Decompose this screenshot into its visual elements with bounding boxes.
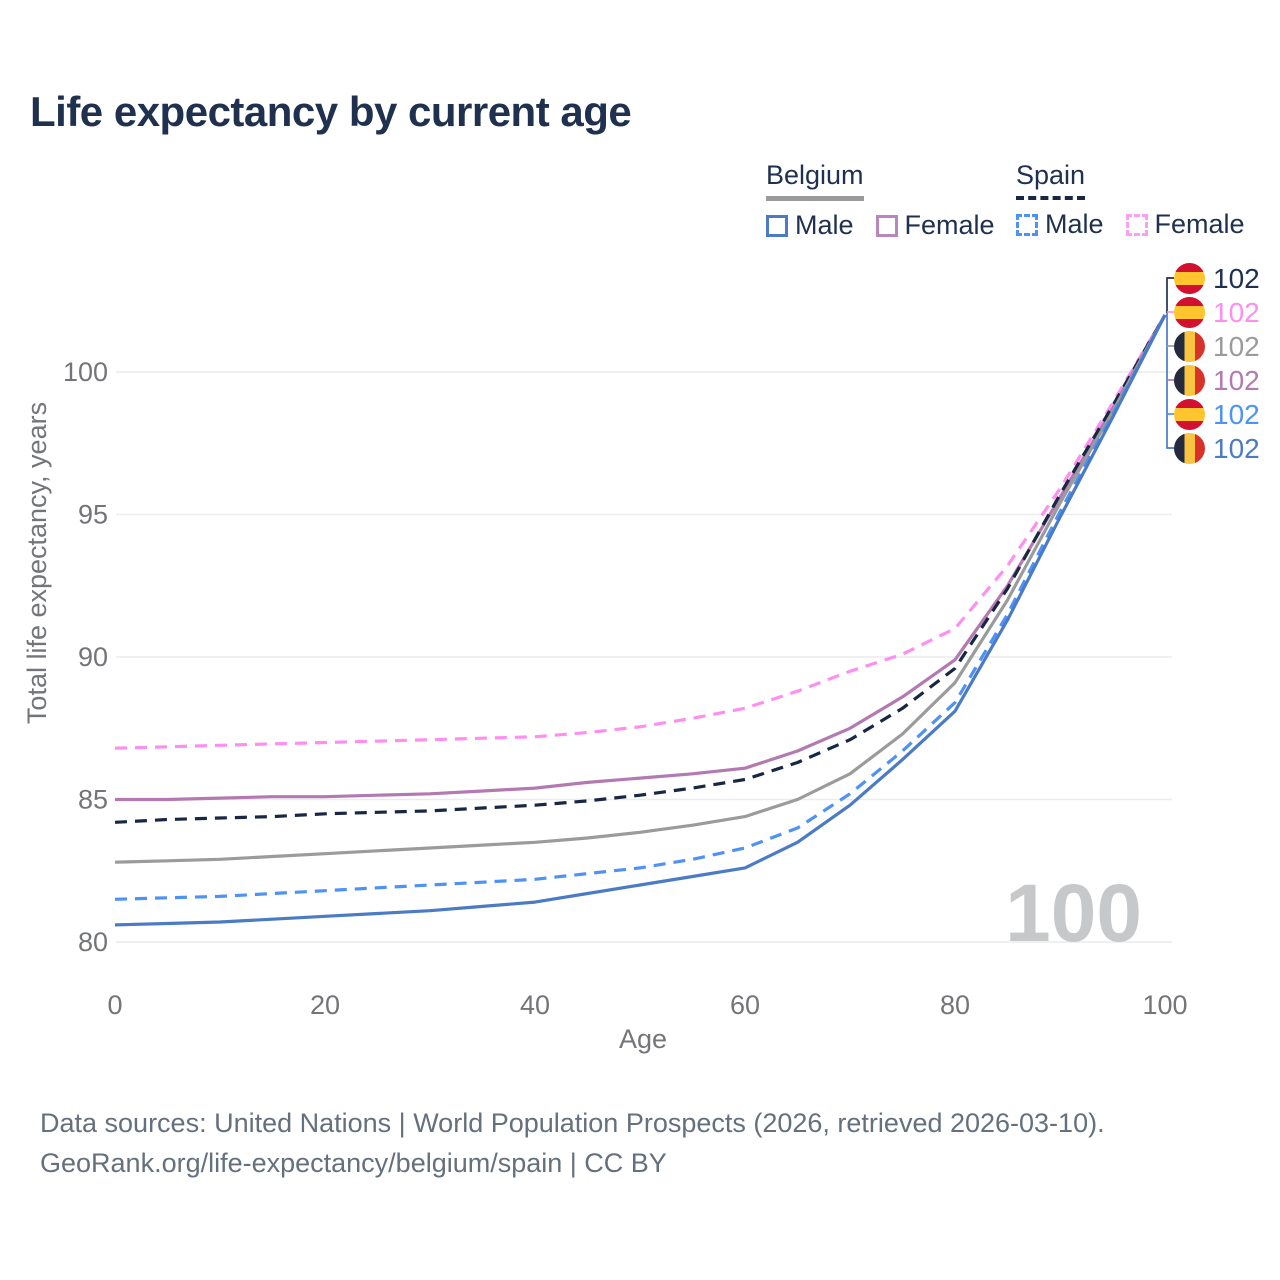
legend-entry-label: Female (1154, 209, 1245, 239)
end-label-value: 102 (1213, 262, 1260, 294)
series-line-belgium (114, 314, 1167, 864)
legend-entry-label: Male (1045, 209, 1104, 239)
page-title: Life expectancy by current age (30, 88, 632, 135)
x-tick-0: 0 (107, 990, 122, 1020)
leader-spine-top (1166, 277, 1174, 313)
belgium-flag-icon (1174, 330, 1205, 362)
series-line-belgium-male (114, 314, 1167, 927)
x-axis-tick-labels: 0 20 40 60 80 100 (107, 990, 1187, 1020)
legend-entry-spain-male[interactable]: Male (1016, 209, 1104, 240)
spain-female-swatch-icon (1125, 213, 1148, 236)
legend-entry-label: Male (795, 210, 854, 240)
y-axis-tick-labels: 80 85 90 95 100 (63, 357, 108, 957)
x-axis-title: Age (619, 1024, 667, 1054)
end-label-value: 102 (1213, 296, 1260, 328)
end-label-value: 102 (1213, 364, 1260, 396)
legend-group-belgium: Belgium Male Female (766, 160, 995, 241)
end-label-value: 102 (1213, 432, 1260, 464)
legend-entry-spain-female[interactable]: Female (1125, 209, 1245, 240)
belgium-flag-icon (1174, 364, 1205, 396)
x-tick-100: 100 (1142, 990, 1187, 1020)
end-label-row: 102 (1174, 329, 1260, 363)
legend-entry-belgium-female[interactable]: Female (875, 210, 995, 241)
y-tick-80: 80 (78, 927, 108, 957)
y-tick-85: 85 (78, 785, 108, 815)
spain-flag-icon (1174, 398, 1205, 430)
series-line-belgium-female (115, 314, 1167, 802)
legend-group-spain: Spain Male Female (1016, 160, 1245, 240)
end-label-value: 102 (1213, 398, 1260, 430)
x-tick-20: 20 (310, 990, 340, 1020)
end-labels: 102 102 102 102 102 102 (1174, 261, 1260, 465)
y-tick-90: 90 (78, 642, 108, 672)
legend-entry-belgium-male[interactable]: Male (766, 210, 854, 241)
end-label-row: 102 (1174, 363, 1260, 397)
x-tick-60: 60 (730, 990, 760, 1020)
belgium-male-swatch-icon (766, 214, 788, 237)
belgium-female-swatch-icon (875, 214, 898, 237)
source-line-2: GeoRank.org/life-expectancy/belgium/spai… (40, 1148, 667, 1178)
gridlines (116, 371, 1172, 943)
belgium-flag-icon (1174, 432, 1205, 464)
source-line-1: Data sources: United Nations | World Pop… (40, 1108, 1105, 1138)
y-tick-95: 95 (78, 500, 108, 530)
end-label-row: 102 (1174, 397, 1260, 431)
end-label-row: 102 (1174, 431, 1260, 465)
series-line-spain (114, 314, 1167, 824)
spain-flag-icon (1174, 296, 1205, 328)
source-note: Data sources: United Nations | World Pop… (40, 1103, 1105, 1183)
y-tick-100: 100 (63, 357, 108, 387)
series-line-spain-male (114, 314, 1167, 901)
legend-country-spain[interactable]: Spain (1016, 160, 1086, 200)
y-axis-title: Total life expectancy, years (22, 402, 52, 724)
age-watermark: 100 (1005, 868, 1142, 959)
x-tick-40: 40 (520, 990, 550, 1020)
end-label-row: 102 (1174, 261, 1260, 295)
series-lines (114, 314, 1167, 927)
x-tick-80: 80 (940, 990, 970, 1020)
end-label-leader-lines (1166, 277, 1174, 449)
legend-country-belgium[interactable]: Belgium (766, 160, 864, 201)
series-line-spain-female (114, 314, 1167, 750)
leader-spine-bottom (1166, 313, 1174, 449)
spain-flag-icon (1174, 262, 1205, 294)
spain-male-swatch-icon (1016, 213, 1038, 236)
end-label-row: 102 (1174, 295, 1260, 329)
end-label-value: 102 (1213, 330, 1260, 362)
legend-entry-label: Female (904, 210, 995, 240)
